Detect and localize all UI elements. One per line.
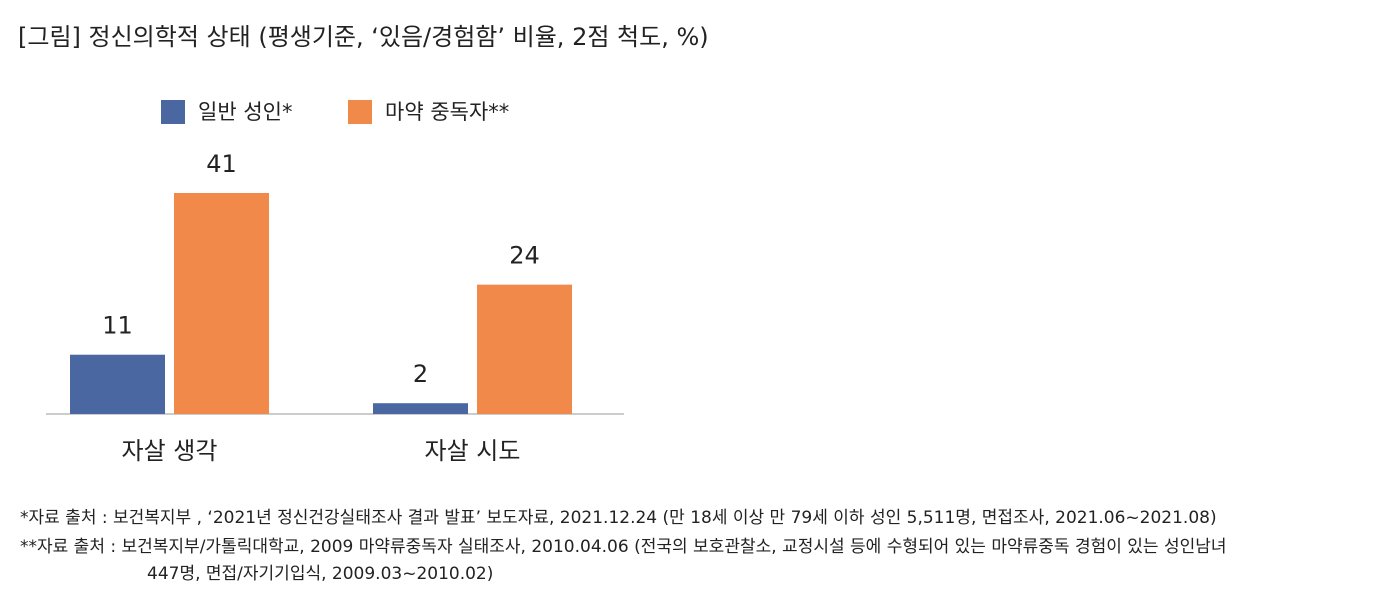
chart-title: [그림] 정신의학적 상태 (평생기준, ‘있음/경험함’ 비율, 2점 척도,… (18, 23, 709, 51)
value-label: 11 (102, 312, 133, 340)
x-tick-label: 자살 시도 (425, 437, 521, 465)
bar (373, 403, 468, 414)
bar (477, 284, 572, 414)
legend-swatch (161, 100, 185, 124)
note: **자료 출처 : 보건복지부/가톨릭대학교, 2009 마약류중독자 실태조사… (20, 537, 1227, 557)
note: 447명, 면접/자기기입식, 2009.03~2010.02) (147, 564, 493, 584)
value-label: 24 (509, 242, 540, 270)
legend-swatch (348, 100, 372, 124)
value-label: 41 (206, 150, 237, 178)
bar (174, 193, 269, 414)
x-tick-label: 자살 생각 (122, 437, 218, 465)
legend-label: 마약 중독자** (385, 100, 509, 124)
legend-label: 일반 성인* (198, 100, 292, 124)
note: *자료 출처 : 보건복지부 , ‘2021년 정신건강실태조사 결과 발표’ … (20, 508, 1217, 528)
bar (70, 354, 165, 414)
value-label: 2 (413, 360, 428, 388)
